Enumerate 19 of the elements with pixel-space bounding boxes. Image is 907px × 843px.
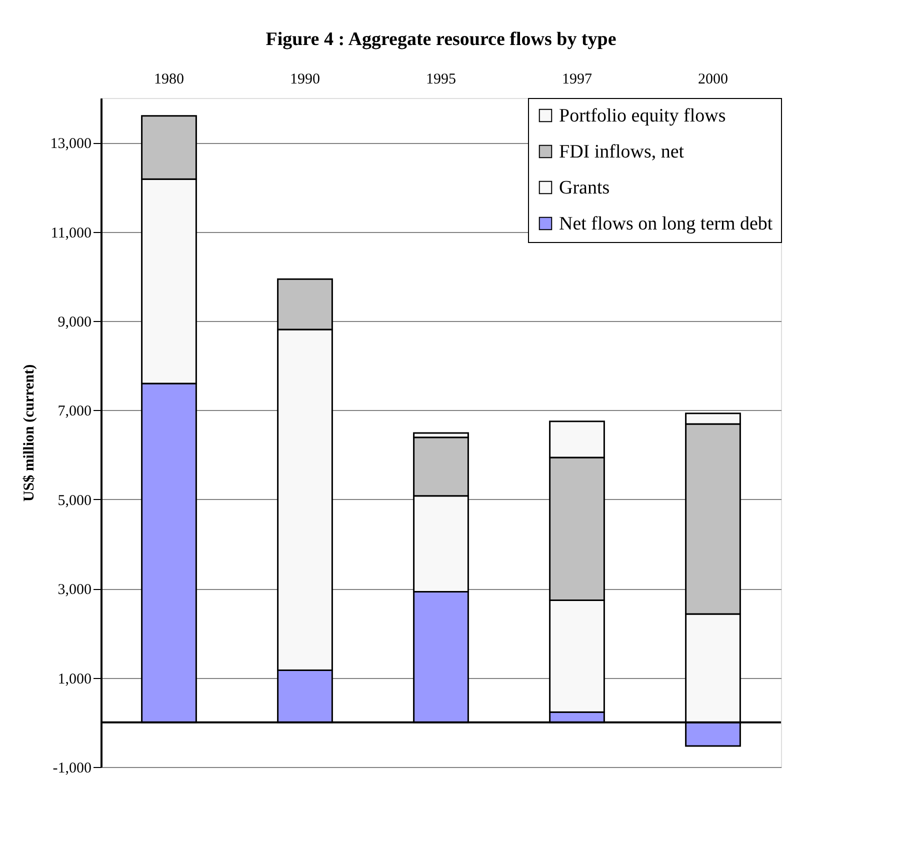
- y-tick-label: 9,000: [58, 314, 92, 330]
- y-axis-title: US$ million (current): [21, 364, 38, 502]
- x-tick-label: 2000: [698, 72, 728, 88]
- y-tick-label: 7,000: [58, 404, 92, 420]
- legend-label: Portfolio equity flows: [559, 106, 726, 126]
- y-tick-label: 5,000: [58, 492, 92, 509]
- y-tick-label: 3,000: [58, 582, 92, 598]
- y-tick-label: 13,000: [50, 136, 92, 152]
- x-tick-label: 1980: [154, 72, 184, 88]
- x-tick-label: 1995: [426, 72, 456, 88]
- y-tick-label: 1,000: [58, 671, 92, 688]
- legend-label: Net flows on long term debt: [559, 214, 774, 234]
- x-tick-label: 1997: [562, 72, 592, 88]
- legend-label: Grants: [559, 178, 610, 198]
- y-tick-label: 11,000: [50, 225, 92, 242]
- x-tick-label: 1990: [290, 72, 320, 88]
- legend-label: FDI inflows, net: [559, 142, 685, 162]
- y-tick-label: -1,000: [52, 760, 92, 776]
- chart-title: Figure 4 : Aggregate resource flows by type: [266, 29, 616, 50]
